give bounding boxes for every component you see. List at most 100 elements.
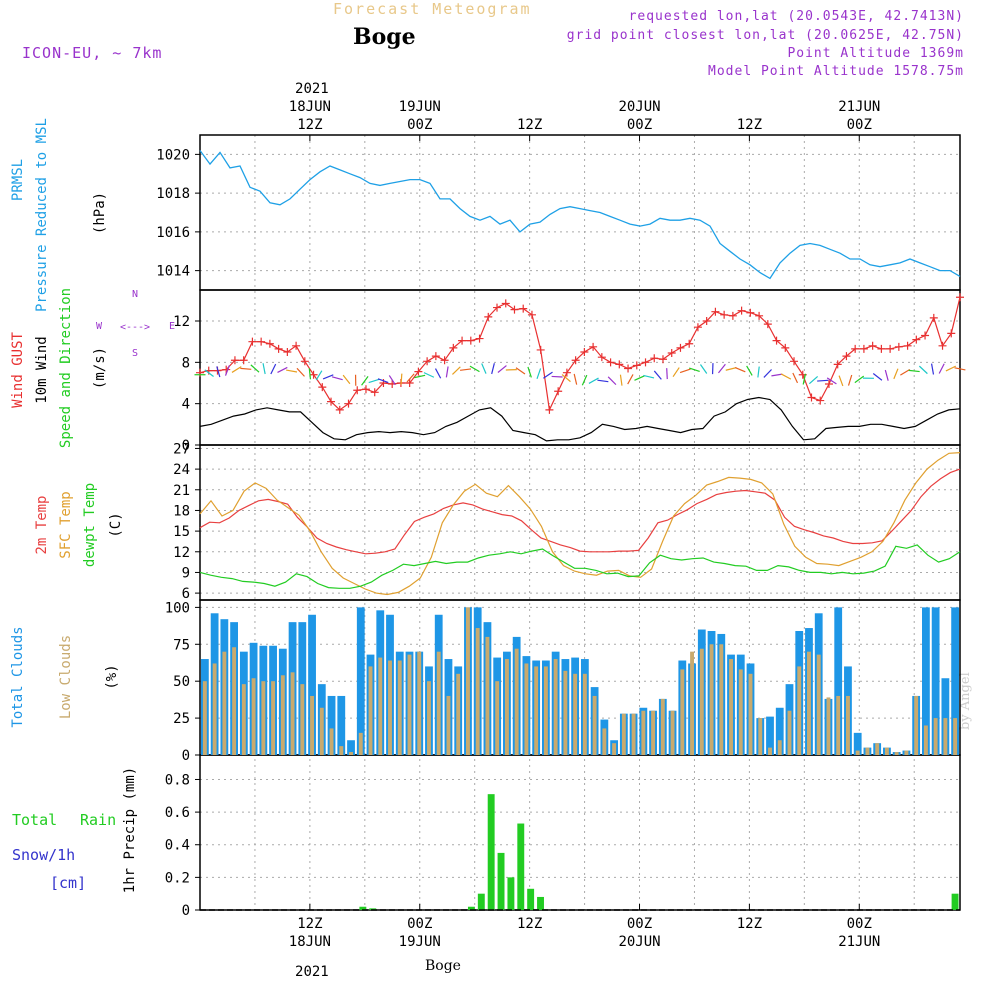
precip-rain-label: Rain	[80, 811, 116, 829]
gust-marker	[877, 344, 886, 353]
gust-marker	[851, 344, 860, 353]
gust-marker	[431, 352, 440, 361]
wind-direction-arrow	[884, 369, 889, 381]
low-cloud-bar	[543, 666, 548, 755]
gust-marker	[693, 323, 702, 332]
gust-marker	[737, 306, 746, 315]
rain-bar	[359, 906, 367, 910]
low-cloud-bar	[475, 628, 480, 755]
gust-marker	[344, 399, 353, 408]
wind-direction-arrow	[930, 363, 935, 375]
low-cloud-bar	[241, 684, 246, 755]
low-cloud-bar	[504, 659, 509, 755]
wind-direction-arrow	[746, 365, 753, 376]
rain-bar	[951, 893, 959, 910]
low-cloud-bar	[914, 695, 919, 755]
pressure-label-prmsl: PRMSL	[10, 159, 26, 201]
low-cloud-bar	[690, 651, 694, 755]
low-cloud-bar	[222, 651, 227, 755]
panel-frame	[199, 134, 961, 291]
low-cloud-bar	[904, 750, 909, 755]
y-tick-label: 0	[182, 748, 190, 764]
low-cloud-bar	[417, 651, 422, 755]
wind-direction-arrow	[666, 368, 668, 380]
top-hour-label: 12Z	[517, 117, 542, 133]
gust-marker	[956, 293, 964, 302]
gust-marker	[947, 329, 956, 338]
y-tick-label: 1018	[156, 186, 190, 202]
low-cloud-bar	[641, 710, 646, 755]
wind-direction-arrow	[872, 372, 883, 381]
low-cloud-bar	[212, 663, 217, 755]
bottom-hour-label: 00Z	[627, 916, 652, 932]
low-cloud-bar	[514, 648, 519, 755]
wind-direction-arrow	[481, 363, 487, 374]
bottom-hour-label: 12Z	[737, 916, 762, 932]
top-hour-label: 12Z	[297, 117, 322, 133]
wind-direction-arrow	[277, 366, 288, 373]
low-cloud-bar	[524, 663, 529, 755]
gust-marker	[685, 339, 694, 348]
low-cloud-bar	[651, 710, 656, 755]
wind-direction-arrow	[250, 364, 260, 373]
total-cloud-bar	[951, 607, 960, 755]
wind-direction-arrow	[331, 376, 343, 381]
bottom-year-label: 2021	[295, 964, 329, 980]
low-cloud-bar	[807, 651, 811, 755]
precip-snow-unit: [cm]	[50, 874, 86, 892]
wind-direction-arrow	[597, 379, 609, 383]
compass-e: E	[169, 321, 175, 332]
wind-direction-arrow	[368, 378, 380, 384]
wind-direction-arrow	[469, 365, 480, 373]
gust-marker	[720, 310, 729, 319]
gust-marker	[440, 356, 449, 365]
rain-bar	[467, 906, 475, 910]
gust-marker	[589, 342, 598, 351]
panel-frame	[199, 754, 961, 911]
bottom-date-label: 21JUN	[838, 934, 880, 950]
gust-marker	[484, 312, 493, 321]
bottom-date-label: 20JUN	[618, 934, 660, 950]
wind-direction-arrow	[900, 368, 911, 376]
low-cloud-bar	[300, 684, 305, 755]
low-cloud-bar	[553, 659, 558, 755]
total-cloud-bar	[337, 695, 346, 755]
gust-marker	[938, 341, 947, 350]
wind-direction-arrow	[607, 376, 617, 386]
y-tick-label: 1014	[156, 264, 190, 280]
y-tick-label: 0.4	[165, 838, 190, 854]
wind-gust-label: Wind GUST	[10, 332, 26, 408]
total-cloud-bar	[834, 607, 843, 755]
gust-marker	[196, 368, 204, 377]
gust-marker	[248, 337, 257, 346]
gust-marker	[781, 343, 790, 352]
wind-direction-arrow	[627, 374, 634, 385]
y-tick-label: 4	[182, 397, 190, 413]
gust-marker	[519, 304, 528, 313]
total-cloud-bar	[356, 607, 365, 755]
y-tick-label: 100	[165, 600, 190, 616]
low-cloud-bar	[748, 673, 753, 755]
gust-marker	[772, 336, 781, 345]
gust-marker	[562, 368, 571, 377]
wind-direction-arrow	[240, 367, 252, 370]
wind-direction-arrow	[725, 367, 737, 371]
gust-marker	[790, 357, 799, 366]
wind-10m-label: 10m Wind	[34, 336, 50, 403]
wind-direction-arrow	[653, 370, 662, 380]
y-tick-label: 0	[182, 903, 190, 919]
y-tick-label: 50	[173, 674, 190, 690]
y-tick-label: 18	[173, 503, 190, 519]
low-cloud-bar	[534, 666, 539, 755]
gust-marker	[283, 348, 292, 356]
bottom-hour-label: 00Z	[847, 916, 872, 932]
wind-direction-arrow	[204, 369, 214, 377]
wind-direction-arrow	[434, 368, 442, 379]
gust-marker	[536, 345, 545, 354]
wind-direction-arrow	[296, 367, 305, 377]
y-tick-label: 0.6	[165, 805, 190, 821]
gust-marker	[257, 337, 266, 346]
low-cloud-bar	[670, 710, 675, 755]
rain-bar	[537, 896, 544, 910]
